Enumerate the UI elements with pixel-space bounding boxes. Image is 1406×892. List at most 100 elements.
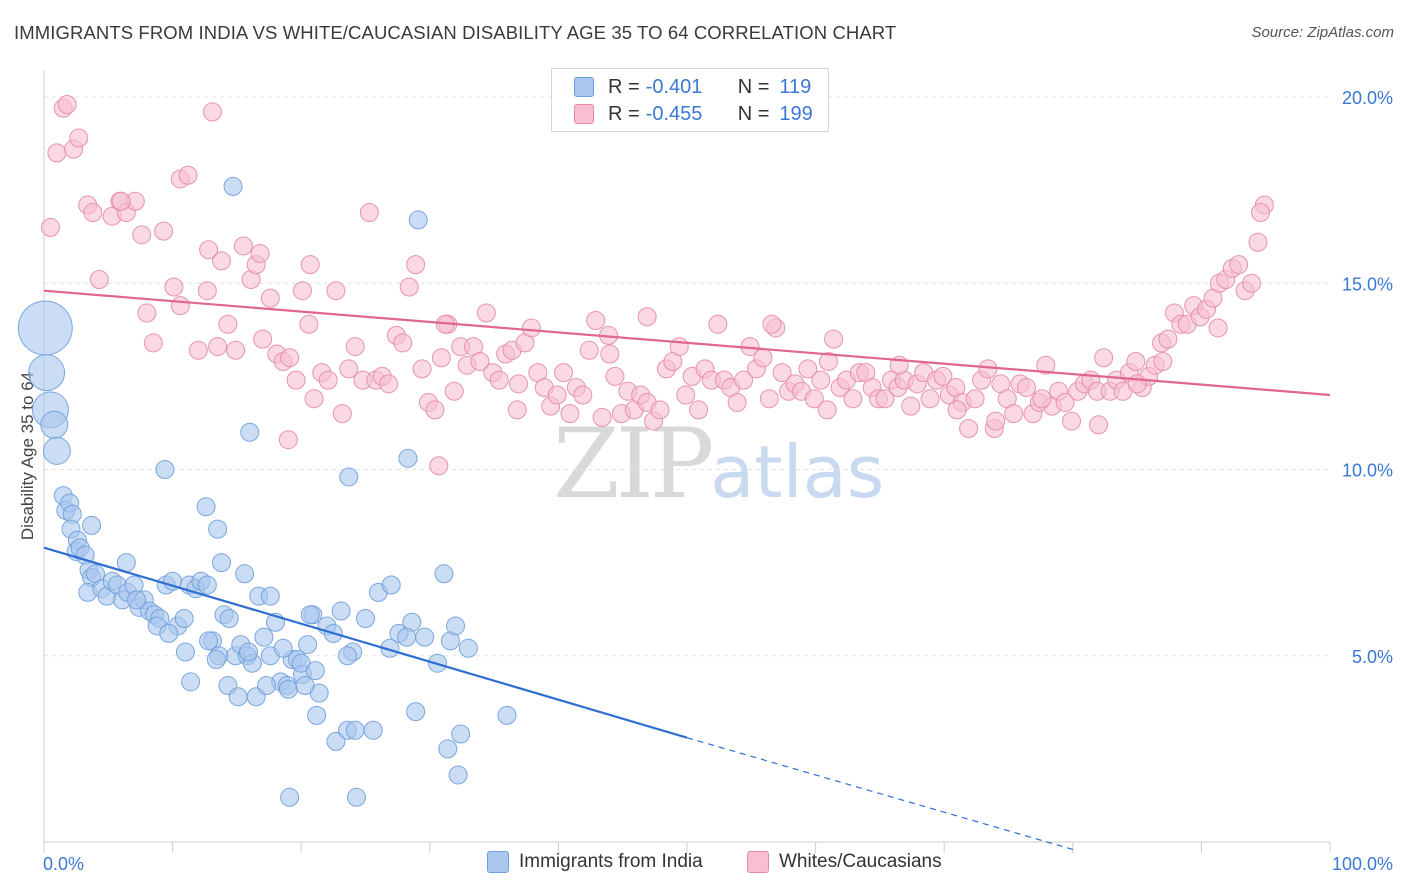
white-point xyxy=(406,255,426,275)
white-point xyxy=(817,400,837,420)
white-point xyxy=(579,340,599,360)
white-point xyxy=(637,307,657,327)
white-point xyxy=(57,94,77,114)
series-label-india: Immigrants from India xyxy=(519,851,703,872)
india-point xyxy=(199,631,219,651)
india-point xyxy=(381,575,401,595)
watermark-atlas: atlas xyxy=(710,430,885,514)
white-point xyxy=(489,370,509,390)
india-point xyxy=(42,436,71,465)
white-point xyxy=(521,318,541,338)
series-legend-white: Whites/Caucasians xyxy=(747,851,942,873)
white-point xyxy=(959,419,979,439)
white-point xyxy=(359,202,379,222)
white-point xyxy=(818,351,838,371)
series-legend: Immigrants from India Whites/Caucasians xyxy=(0,851,1406,879)
white-point xyxy=(211,251,231,271)
india-point xyxy=(326,731,346,751)
white-point xyxy=(412,359,432,379)
india-point xyxy=(254,627,274,647)
india-point xyxy=(260,586,280,606)
white-point xyxy=(1089,415,1109,435)
white-trend-line xyxy=(43,289,1331,397)
white-point xyxy=(676,385,696,405)
y-tick-label: 15.0% xyxy=(1342,274,1393,294)
white-point xyxy=(947,400,967,420)
india-point xyxy=(295,676,315,696)
india-point xyxy=(307,705,327,725)
white-point xyxy=(278,430,298,450)
legend-row-white: R = -0.455 N = 199 xyxy=(574,102,813,126)
legend-r-label: R = xyxy=(608,102,640,125)
india-point xyxy=(397,627,417,647)
white-point xyxy=(69,128,89,148)
india-point xyxy=(40,410,69,439)
india-point xyxy=(256,676,276,696)
india-point xyxy=(17,300,73,356)
india-point xyxy=(174,609,194,628)
india-point xyxy=(346,787,366,807)
white-point xyxy=(170,296,190,316)
india-point xyxy=(345,720,365,740)
source-label: Source: ZipAtlas.com xyxy=(1251,24,1394,41)
india-trend-line xyxy=(43,546,688,739)
white-point xyxy=(280,348,300,368)
white-point xyxy=(920,389,940,409)
white-point xyxy=(300,255,320,275)
india-point xyxy=(219,609,239,628)
india-point xyxy=(300,605,320,625)
white-point xyxy=(253,329,273,349)
india-point xyxy=(235,564,255,584)
legend-n-label: N = xyxy=(737,75,770,98)
white-point xyxy=(772,363,792,383)
white-point xyxy=(1032,389,1052,409)
legend-swatch-white xyxy=(574,104,594,124)
white-point xyxy=(965,389,985,409)
white-point xyxy=(1229,255,1249,275)
white-point xyxy=(199,240,219,260)
white-point xyxy=(978,359,998,379)
white-point xyxy=(208,337,228,357)
white-point xyxy=(339,359,359,379)
india-point xyxy=(298,635,318,655)
series-label-white: Whites/Caucasians xyxy=(779,851,942,872)
x-tick-label: 0.0% xyxy=(43,854,84,874)
legend-n-value: 199 xyxy=(779,102,813,125)
white-point xyxy=(1036,355,1056,375)
white-point xyxy=(260,288,280,308)
chart-title: IMMIGRANTS FROM INDIA VS WHITE/CAUCASIAN… xyxy=(14,22,897,43)
series-swatch-white xyxy=(747,851,769,873)
series-swatch-india xyxy=(487,851,509,873)
white-point xyxy=(843,389,863,409)
white-point xyxy=(154,221,174,241)
white-point xyxy=(345,337,365,357)
white-point xyxy=(476,303,496,323)
white-point xyxy=(901,396,921,416)
white-point xyxy=(509,374,529,394)
india-point xyxy=(273,638,293,658)
india-point xyxy=(451,724,471,744)
y-tick-label: 20.0% xyxy=(1342,88,1393,108)
india-point xyxy=(223,176,243,196)
white-point xyxy=(875,389,895,409)
india-point xyxy=(127,590,147,610)
india-point xyxy=(331,601,351,621)
watermark-zip: ZIP xyxy=(553,408,714,520)
white-point xyxy=(250,243,270,263)
white-point xyxy=(292,281,312,301)
india-point xyxy=(356,609,375,628)
india-point xyxy=(337,646,357,666)
india-point xyxy=(155,460,175,479)
white-point xyxy=(332,404,352,424)
white-point xyxy=(560,404,580,424)
white-point xyxy=(592,407,612,427)
white-point xyxy=(143,333,163,353)
white-point xyxy=(137,303,157,323)
india-point xyxy=(240,422,260,442)
white-point xyxy=(1062,411,1082,431)
white-point xyxy=(226,340,246,360)
series-legend-india: Immigrants from India xyxy=(487,851,703,873)
legend-r-value: -0.455 xyxy=(645,102,703,125)
india-point xyxy=(159,623,179,643)
